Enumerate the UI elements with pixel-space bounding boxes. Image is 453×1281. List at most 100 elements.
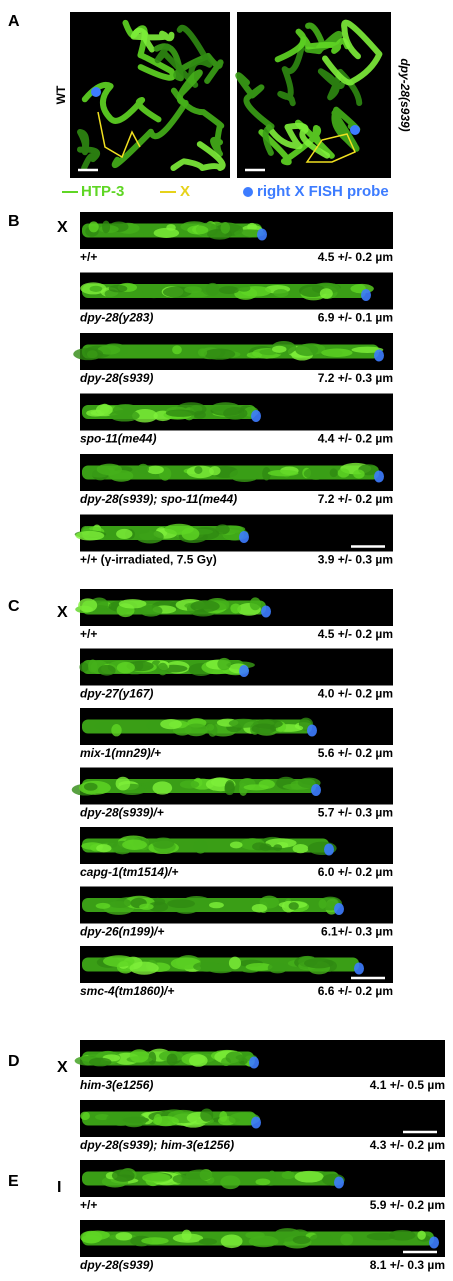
axis-signal <box>90 286 103 292</box>
axis-signal <box>190 600 219 612</box>
axis-signal <box>112 1169 135 1181</box>
axis-signal <box>140 224 153 235</box>
axis-signal <box>130 962 159 975</box>
chromosome-label: I <box>57 1179 61 1196</box>
axis-length: 8.1 +/- 0.3 µm <box>370 1258 445 1272</box>
fish-probe <box>324 844 334 856</box>
axis-length: 4.3 +/- 0.2 µm <box>370 1138 445 1152</box>
axis-signal <box>230 841 243 848</box>
axis-signal <box>116 777 131 791</box>
axis-signal <box>96 903 111 909</box>
fish-probe <box>307 725 317 737</box>
axis-signal <box>229 957 241 970</box>
axis-signal <box>259 780 275 789</box>
axis-signal <box>199 1238 217 1245</box>
axis-length: 6.0 +/- 0.2 µm <box>318 865 393 879</box>
axis-signal <box>237 285 250 292</box>
axis-signal <box>136 530 164 544</box>
genotype-label: dpy-28(s939) <box>80 1258 153 1272</box>
fish-probe <box>239 665 249 677</box>
fish-probe <box>374 350 384 362</box>
figure: AWTdpy-28(s939)HTP-3Xright X FISH probeB… <box>0 0 453 1281</box>
fish-probe <box>361 289 371 301</box>
fish-probe <box>429 1237 439 1249</box>
fish-probe <box>239 531 249 543</box>
axis-signal <box>295 1171 324 1183</box>
axis-signal <box>187 225 208 234</box>
chromosome-label: X <box>57 604 68 621</box>
fish-probe <box>257 229 267 241</box>
axis-signal <box>226 1052 243 1064</box>
axis-signal <box>84 783 98 791</box>
axis-signal <box>122 840 147 850</box>
axis-signal <box>225 780 235 793</box>
axis-signal <box>230 469 260 482</box>
genotype-label: dpy-27(y167) <box>80 687 153 701</box>
axis-signal <box>80 1231 102 1244</box>
fish-probe <box>354 963 364 975</box>
fish-probe <box>249 1057 259 1069</box>
axis-signal <box>230 603 241 613</box>
axis-length: 4.5 +/- 0.2 µm <box>318 250 393 264</box>
axis-signal <box>109 470 133 482</box>
axis-signal <box>319 899 327 909</box>
axis-signal <box>160 719 182 729</box>
genotype-label: WT <box>54 85 68 104</box>
axis-signal <box>141 1237 168 1244</box>
axis-signal <box>157 663 168 676</box>
axis-signal <box>184 286 202 293</box>
axis-signal <box>154 228 179 238</box>
axis-signal <box>80 1112 90 1120</box>
fish-probe <box>334 1177 344 1189</box>
axis-signal <box>98 665 116 676</box>
axis-signal <box>295 344 318 356</box>
genotype-label: +/+ <box>80 250 97 264</box>
genotype-label: +/+ <box>80 627 97 641</box>
axis-signal <box>268 962 288 973</box>
axis-signal <box>273 289 288 297</box>
axis-signal <box>139 904 154 910</box>
genotype-label: smc-4(tm1860)/+ <box>80 984 174 998</box>
axis-signal <box>239 783 248 796</box>
fish-probe <box>334 903 344 915</box>
genotype-label: mix-1(mn29)/+ <box>80 746 161 760</box>
axis-signal <box>75 531 104 541</box>
axis-signal <box>137 464 149 474</box>
axis-signal <box>194 466 202 474</box>
axis-signal <box>255 1179 270 1186</box>
axis-signal <box>252 904 267 913</box>
chromosome-label: X <box>57 219 68 236</box>
panel-label: C <box>8 598 20 615</box>
axis-signal <box>282 1171 295 1179</box>
axis-signal <box>186 1170 213 1181</box>
axis-signal <box>189 1054 208 1066</box>
axis-signal <box>340 1234 353 1246</box>
axis-length: 6.6 +/- 0.2 µm <box>318 984 393 998</box>
axis-signal <box>250 597 261 610</box>
axis-length: 3.9 +/- 0.3 µm <box>318 553 393 567</box>
axis-signal <box>353 469 365 478</box>
axis-signal <box>130 1049 149 1062</box>
axis-signal <box>117 662 135 673</box>
fish-probe <box>261 606 271 618</box>
genotype-label: capg-1(tm1514)/+ <box>80 865 178 879</box>
axis-signal <box>293 844 309 853</box>
axis-signal <box>89 1058 112 1067</box>
axis-signal <box>251 723 276 734</box>
axis-signal <box>166 409 195 416</box>
fish-probe <box>251 410 261 422</box>
axis-signal <box>166 224 176 231</box>
axis-signal <box>152 838 174 849</box>
axis-signal <box>304 958 334 968</box>
axis-signal <box>142 1173 170 1183</box>
axis-signal <box>147 466 164 475</box>
axis-signal <box>164 524 193 535</box>
legend-label: right X FISH probe <box>257 183 389 200</box>
axis-length: 4.5 +/- 0.2 µm <box>318 627 393 641</box>
axis-length: 5.9 +/- 0.2 µm <box>370 1198 445 1212</box>
axis-signal <box>221 1234 243 1248</box>
axis-signal <box>103 955 135 967</box>
axis-signal <box>182 1230 192 1241</box>
axis-signal <box>367 1233 395 1241</box>
legend-label: HTP-3 <box>81 183 124 200</box>
